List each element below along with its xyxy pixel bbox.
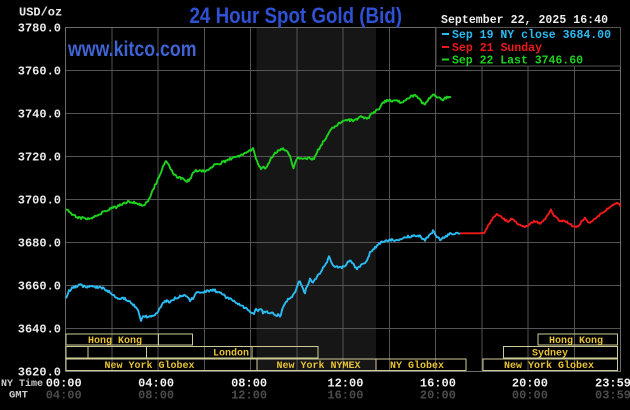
svg-text:Sep 21 Sunday: Sep 21 Sunday [452,42,542,55]
svg-text:20:00: 20:00 [512,377,548,391]
svg-text:3780.0: 3780.0 [18,22,61,36]
svg-text:3740.0: 3740.0 [18,108,61,122]
svg-text:3760.0: 3760.0 [18,65,61,79]
svg-text:12:00: 12:00 [327,377,363,391]
svg-text:3680.0: 3680.0 [18,237,61,251]
svg-text:12:00: 12:00 [231,389,267,403]
svg-text:16:00: 16:00 [327,389,363,403]
svg-text:New York Globex: New York Globex [504,360,594,372]
svg-text:08:00: 08:00 [138,389,174,403]
svg-text:Sep 22 Last 3746.60: Sep 22 Last 3746.60 [452,54,583,67]
svg-text:04:00: 04:00 [46,389,82,403]
svg-text:20:00: 20:00 [420,389,456,403]
svg-text:23:59: 23:59 [595,377,630,391]
svg-text:00:00: 00:00 [512,389,548,403]
svg-text:www.kitco.com: www.kitco.com [67,38,196,61]
svg-text:3720.0: 3720.0 [18,151,61,165]
svg-text:September 22, 2025 16:40: September 22, 2025 16:40 [441,14,608,27]
svg-text:00:00: 00:00 [46,377,82,391]
svg-text:Hong Kong: Hong Kong [549,336,603,347]
svg-text:3700.0: 3700.0 [18,194,61,208]
svg-text:Sydney: Sydney [532,348,568,360]
svg-text:04:00: 04:00 [138,377,174,391]
svg-text:16:00: 16:00 [420,377,456,391]
svg-text:London: London [213,348,249,360]
svg-text:NY Globex: NY Globex [390,360,444,372]
svg-text:New York Globex: New York Globex [104,360,194,372]
svg-text:3660.0: 3660.0 [18,280,61,294]
svg-text:Sep 19 NY close 3684.00: Sep 19 NY close 3684.00 [452,29,611,42]
svg-text:Hong Kong: Hong Kong [88,336,142,347]
svg-text:NY Time: NY Time [1,378,43,390]
svg-text:24 Hour Spot Gold (Bid): 24 Hour Spot Gold (Bid) [190,3,403,28]
svg-text:GMT: GMT [9,390,28,402]
svg-text:08:00: 08:00 [231,377,267,391]
svg-text:03:59: 03:59 [595,389,630,403]
svg-text:New York NYMEX: New York NYMEX [276,360,360,372]
svg-text:3640.0: 3640.0 [18,323,61,337]
svg-text:USD/oz: USD/oz [19,6,62,20]
svg-text:3620.0: 3620.0 [18,366,61,380]
